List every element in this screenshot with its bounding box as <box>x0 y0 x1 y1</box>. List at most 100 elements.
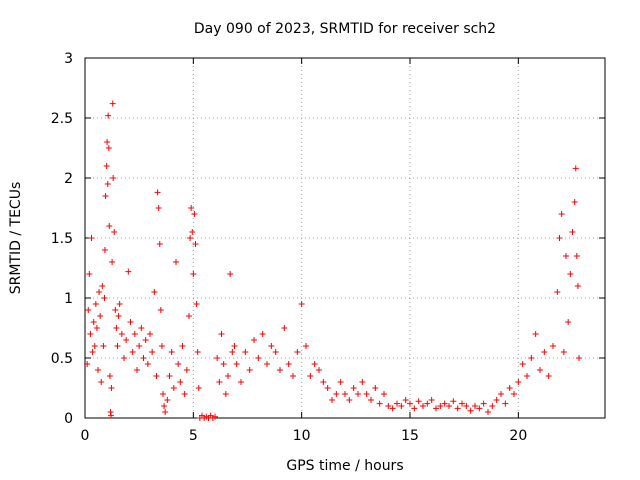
data-point <box>545 373 552 379</box>
data-point <box>115 313 122 319</box>
data-point <box>101 295 108 301</box>
data-point <box>168 349 175 355</box>
data-point <box>154 189 161 196</box>
data-point <box>550 343 556 349</box>
data-point <box>573 253 580 259</box>
data-point <box>86 271 93 277</box>
data-point <box>311 361 318 367</box>
data-point <box>454 405 461 412</box>
data-point <box>355 391 361 397</box>
data-point <box>246 367 253 373</box>
data-point <box>502 400 509 407</box>
data-point <box>179 343 186 349</box>
y-tick-label: 3 <box>64 51 73 67</box>
data-point <box>227 271 234 277</box>
data-point <box>225 373 231 379</box>
data-point <box>147 331 153 337</box>
data-point <box>320 379 327 385</box>
data-point <box>446 403 452 409</box>
data-point <box>233 361 240 367</box>
y-tick-label: 2 <box>64 171 73 187</box>
data-point <box>153 373 160 379</box>
data-point <box>191 211 198 217</box>
data-point <box>136 343 143 349</box>
chart-title: Day 090 of 2023, SRMTID for receiver sch… <box>194 21 496 37</box>
data-point <box>129 349 136 355</box>
data-point <box>188 205 195 211</box>
y-tick-label: 0.5 <box>51 351 73 367</box>
data-point <box>480 400 487 407</box>
data-point <box>363 391 370 397</box>
data-point <box>85 307 92 313</box>
data-point <box>97 313 104 319</box>
data-point <box>394 400 400 407</box>
data-point <box>524 373 530 379</box>
data-point <box>189 229 196 235</box>
grid-lines <box>85 58 605 418</box>
data-point <box>569 229 576 235</box>
data-point <box>194 349 201 355</box>
axis-ticks <box>84 57 605 419</box>
data-point <box>528 355 535 361</box>
data-point <box>229 349 236 355</box>
data-point <box>222 391 229 397</box>
data-point <box>415 398 422 405</box>
data-point <box>92 301 99 307</box>
data-point <box>98 379 105 385</box>
y-tick-label: 0 <box>64 411 73 427</box>
data-point <box>84 361 91 367</box>
data-point <box>463 403 470 409</box>
data-point <box>498 391 504 397</box>
data-point <box>181 391 188 397</box>
data-point <box>329 397 335 403</box>
data-point <box>558 211 565 217</box>
data-point <box>242 349 249 355</box>
x-tick-label: 5 <box>189 428 198 444</box>
data-point <box>112 307 119 313</box>
data-point <box>90 319 97 325</box>
data-point <box>333 391 340 397</box>
data-point <box>131 331 138 337</box>
data-point <box>216 379 223 385</box>
data-point <box>116 301 123 307</box>
data-point <box>89 349 96 355</box>
data-point <box>177 379 184 385</box>
data-point <box>389 405 396 412</box>
data-point <box>381 391 387 397</box>
data-point <box>407 400 413 407</box>
data-point <box>472 403 478 409</box>
x-tick-label: 15 <box>401 428 419 444</box>
data-point <box>285 361 292 367</box>
data-point <box>259 331 266 337</box>
data-point <box>437 403 444 409</box>
data-point <box>567 271 574 277</box>
data-point <box>459 400 465 407</box>
data-point <box>158 343 165 349</box>
x-tick-labels: 0 5 10 15 20 <box>81 428 528 444</box>
data-point <box>121 355 127 361</box>
data-point <box>385 403 392 409</box>
data-point <box>214 355 221 361</box>
data-point <box>298 301 305 307</box>
x-tick-label: 20 <box>509 428 527 444</box>
data-point <box>565 319 572 325</box>
data-point <box>161 403 168 409</box>
data-point <box>111 229 118 235</box>
data-point <box>173 259 179 265</box>
data-point <box>186 313 192 319</box>
data-point <box>337 379 344 385</box>
data-point <box>114 343 121 349</box>
y-tick-label: 2.5 <box>51 111 73 127</box>
data-point <box>411 405 418 412</box>
data-point <box>303 343 309 349</box>
data-point <box>105 145 112 151</box>
data-point <box>476 405 483 412</box>
data-point <box>346 397 353 403</box>
data-point <box>106 223 113 229</box>
data-point <box>134 367 140 373</box>
data-point <box>149 349 156 355</box>
data-point <box>166 373 173 379</box>
data-point <box>307 373 314 379</box>
data-point <box>113 325 120 331</box>
data-point <box>212 413 218 420</box>
